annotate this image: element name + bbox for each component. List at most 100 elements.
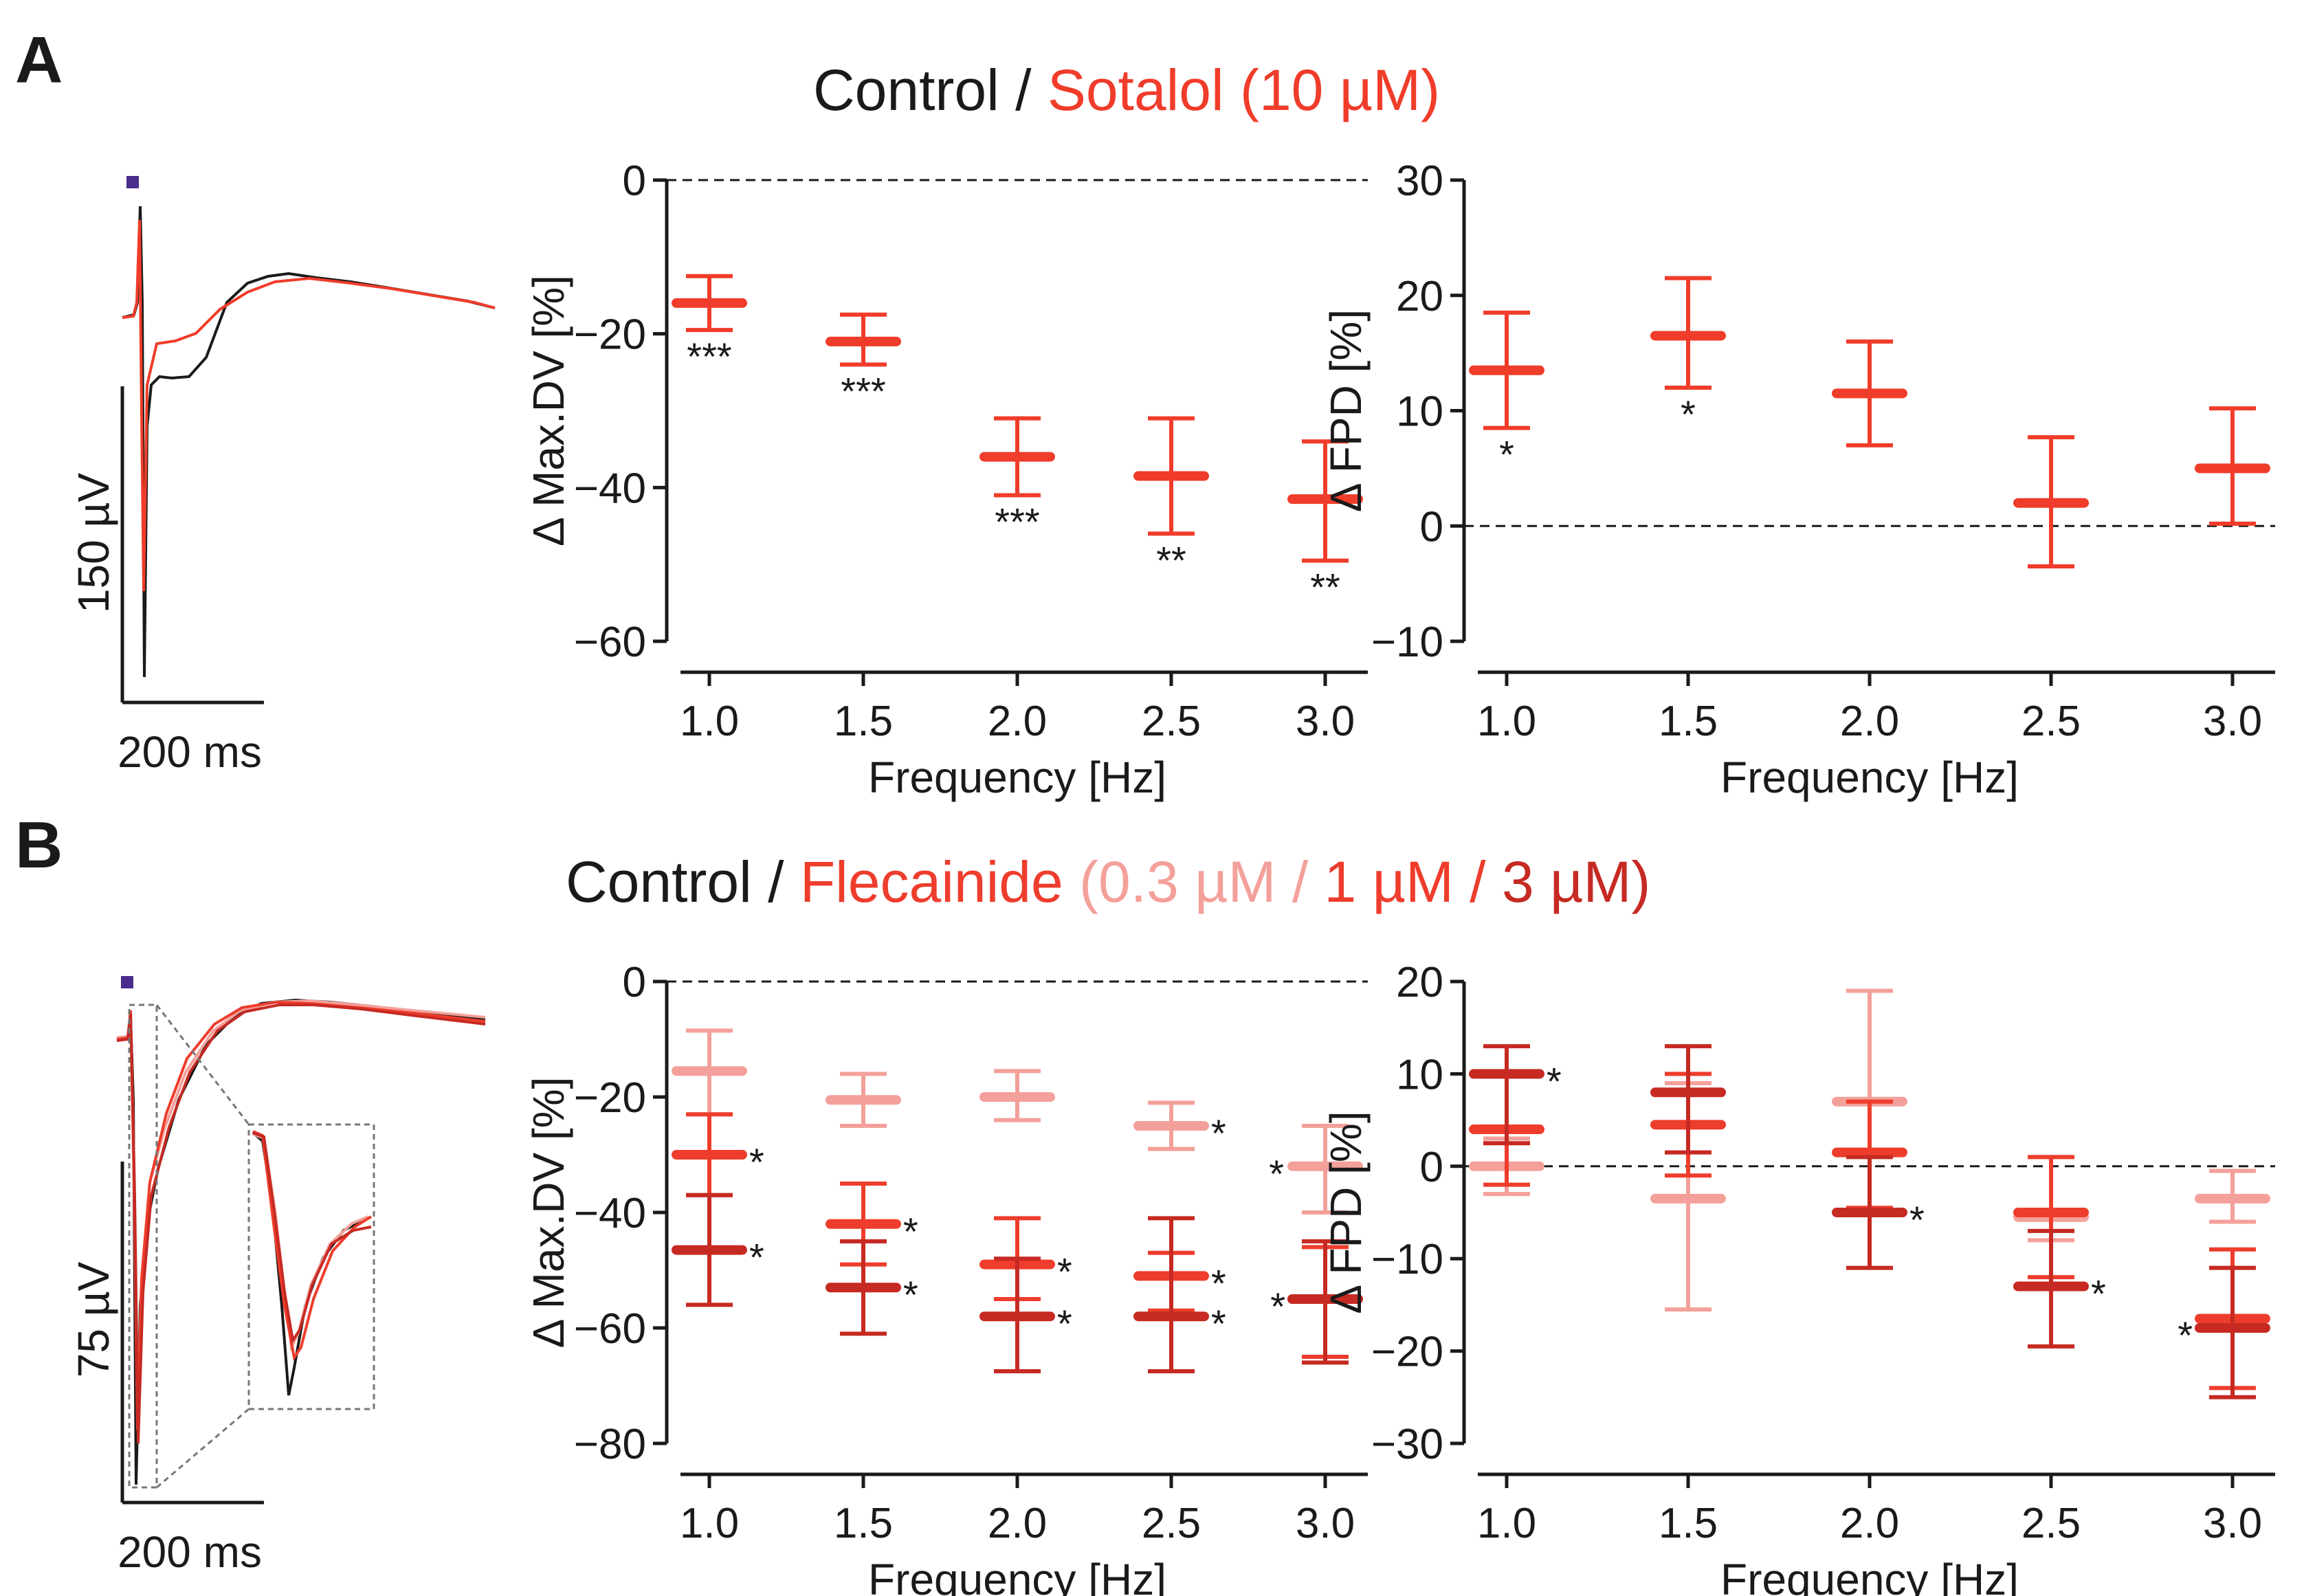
y-tick-label: 20 xyxy=(1396,959,1443,1006)
y-tick-label: 0 xyxy=(623,959,646,1006)
y-tick-label: −30 xyxy=(1371,1421,1443,1468)
chart-b-fpd: 20 10 0 −10 −20 −30 1.0 1.5 2.0 2.5 3.0 Frequency [… xyxy=(1321,959,2275,1596)
title-b-sep3 xyxy=(1486,850,1502,914)
y-tick-label: 10 xyxy=(1396,1051,1443,1098)
significance-label: * xyxy=(749,1140,764,1184)
panel-label-b: B xyxy=(15,808,63,882)
x-tick-label: 3.0 xyxy=(1296,698,1355,745)
x-tick-label: 3.0 xyxy=(2203,698,2262,745)
y-tick-label: −20 xyxy=(574,1074,646,1122)
title-a-drug: Sotalol (10 µM) xyxy=(1048,58,1440,122)
y-tick-label: −80 xyxy=(574,1421,646,1468)
x-tick-label: 2.5 xyxy=(1142,1500,1201,1547)
title-b-slash: / xyxy=(752,850,800,914)
title-b-sep2 xyxy=(1308,850,1324,914)
y-axis-label: Δ Max.DV [%] xyxy=(524,1077,573,1349)
title-b-sep xyxy=(1063,850,1079,914)
significance-label: * xyxy=(1211,1261,1226,1305)
y-tick-label: −10 xyxy=(1371,1236,1443,1283)
title-b-drug: Flecainide xyxy=(800,850,1063,914)
chart-b-maxdv: 0 −20 −40 −60 −80 1.0 1.5 2.0 2.5 3.0 Frequency [H… xyxy=(524,959,1368,1596)
y-tick-label: 30 xyxy=(1396,157,1443,205)
title-b-conc-low: 0.3 µM / xyxy=(1098,850,1309,914)
significance-label: *** xyxy=(841,369,885,412)
significance-label: * xyxy=(903,1210,918,1253)
trace-b: 75 µV 200 ms xyxy=(69,976,486,1577)
significance-label: * xyxy=(1269,1152,1284,1195)
stimulus-marker-a xyxy=(126,176,139,188)
x-tick-label: 2.0 xyxy=(1840,1500,1899,1547)
significance-label: * xyxy=(1547,1059,1562,1102)
x-tick-label: 1.5 xyxy=(1659,1500,1718,1547)
trace-a-control xyxy=(122,206,496,678)
significance-label: * xyxy=(903,1273,918,1316)
title-b-open: ( xyxy=(1079,850,1098,914)
significance-label: * xyxy=(1499,433,1514,476)
significance-label: * xyxy=(1681,392,1696,436)
y-axis-label: Δ FPD [%] xyxy=(1321,1111,1371,1314)
inset-fle-mid xyxy=(252,1130,373,1362)
x-tick-label: 1.5 xyxy=(834,1500,893,1547)
y-tick-label: −10 xyxy=(1371,619,1443,666)
x-tick-label: 1.0 xyxy=(1477,1500,1536,1547)
significance-label: *** xyxy=(687,335,731,378)
trace-a: 150 µV 200 ms xyxy=(69,176,496,777)
chart-a-fpd: 30 20 10 0 −10 1.0 1.5 2.0 2.5 3.0 Frequency [Hz] Δ… xyxy=(1321,157,2275,802)
significance-label: ** xyxy=(1156,538,1186,581)
y-tick-label: −40 xyxy=(574,465,646,512)
x-tick-label: 1.5 xyxy=(834,698,893,745)
y-axis-label: Δ FPD [%] xyxy=(1321,309,1371,512)
stimulus-marker-b xyxy=(121,976,133,988)
significance-label: * xyxy=(1270,1285,1285,1328)
y-axis-label: Δ Max.DV [%] xyxy=(524,275,573,546)
scale-a-voltage: 150 µV xyxy=(69,473,118,613)
x-tick-label: 2.0 xyxy=(988,698,1047,745)
zoom-connector-top xyxy=(155,1004,250,1125)
y-tick-label: −20 xyxy=(1371,1329,1443,1376)
trace-a-sotalol xyxy=(122,219,496,592)
significance-label: ** xyxy=(1310,566,1340,609)
x-tick-label: 2.0 xyxy=(988,1500,1047,1547)
significance-label: * xyxy=(2178,1314,2193,1357)
title-b-conc-mid: 1 µM / xyxy=(1325,850,1487,914)
scale-a-time: 200 ms xyxy=(118,727,262,777)
x-tick-label: 1.0 xyxy=(680,698,739,745)
x-tick-label: 1.5 xyxy=(1659,698,1718,745)
y-tick-label: 0 xyxy=(1420,1144,1443,1191)
significance-label: *** xyxy=(995,500,1039,544)
x-axis-label: Frequency [Hz] xyxy=(868,753,1166,802)
x-tick-label: 3.0 xyxy=(1296,1500,1355,1547)
significance-label: * xyxy=(749,1236,764,1279)
inset-fle-high xyxy=(252,1131,372,1344)
significance-label: * xyxy=(1211,1302,1226,1345)
y-tick-label: 20 xyxy=(1396,273,1443,320)
chart-a-maxdv: 0 −20 −40 −60 1.0 1.5 2.0 2.5 3.0 Frequency [Hz] Δ… xyxy=(524,157,1368,802)
significance-label: * xyxy=(1057,1250,1072,1294)
panel-label-a: A xyxy=(15,23,63,97)
significance-label: * xyxy=(1211,1111,1226,1155)
title-a-slash: / xyxy=(999,58,1048,122)
x-axis-label: Frequency [Hz] xyxy=(868,1555,1166,1596)
title-b-control: Control xyxy=(566,850,752,914)
significance-label: * xyxy=(1057,1302,1072,1345)
zoom-connector-bottom xyxy=(156,1408,250,1489)
x-tick-label: 1.0 xyxy=(1477,698,1536,745)
trace-b-fle-high xyxy=(116,1004,486,1444)
title-a: Control / Sotalol (10 µM) xyxy=(813,58,1440,122)
x-tick-label: 3.0 xyxy=(2203,1500,2262,1547)
y-tick-label: 0 xyxy=(623,157,646,205)
y-tick-label: −20 xyxy=(574,311,646,359)
scale-b-voltage: 75 µV xyxy=(69,1261,118,1377)
x-tick-label: 2.0 xyxy=(1840,698,1899,745)
y-tick-label: 0 xyxy=(1420,503,1443,551)
scale-b-time: 200 ms xyxy=(118,1527,262,1577)
x-axis-label: Frequency [Hz] xyxy=(1720,753,2019,802)
x-tick-label: 2.5 xyxy=(2021,1500,2081,1547)
x-tick-label: 2.5 xyxy=(2021,698,2081,745)
title-b: Control / Flecainide (0.3 µM / 1 µM / 3 … xyxy=(566,850,1650,914)
y-tick-label: −60 xyxy=(574,1305,646,1353)
significance-label: * xyxy=(2091,1272,2106,1316)
x-tick-label: 1.0 xyxy=(680,1500,739,1547)
x-axis-label: Frequency [Hz] xyxy=(1720,1555,2019,1596)
